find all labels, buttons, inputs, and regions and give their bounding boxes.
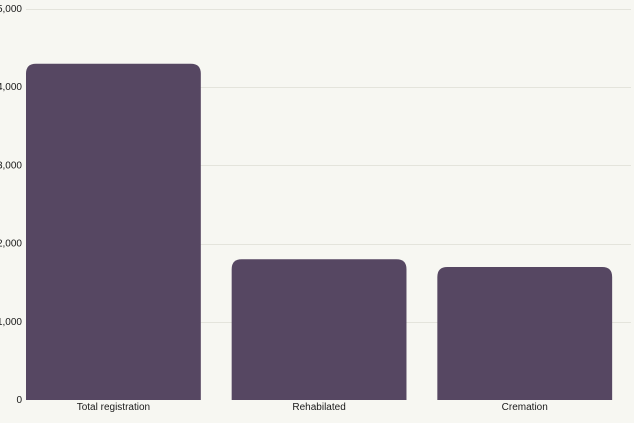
y-tick-label-5: 5,000 bbox=[0, 4, 22, 15]
y-tick-label-2: 2,000 bbox=[0, 239, 22, 250]
y-tick-label-4: 4,000 bbox=[0, 82, 22, 93]
x-tick-label-2: Cremation bbox=[502, 402, 548, 413]
x-axis-tick-labels: Total registration Rehabilated Cremation bbox=[77, 402, 548, 413]
bar-total-registration bbox=[26, 63, 201, 401]
x-tick-label-1: Rehabilated bbox=[292, 402, 345, 413]
y-tick-label-0: 0 bbox=[16, 395, 22, 406]
y-tick-label-1: 1,000 bbox=[0, 317, 22, 328]
bar-rehabilated bbox=[231, 259, 407, 400]
x-tick-label-0: Total registration bbox=[77, 402, 150, 413]
y-axis-tick-labels: 0 1,000 2,000 3,000 4,000 5,000 bbox=[0, 4, 22, 406]
bars bbox=[26, 63, 613, 401]
bar-cremation bbox=[437, 267, 613, 400]
y-tick-label-3: 3,000 bbox=[0, 160, 22, 171]
